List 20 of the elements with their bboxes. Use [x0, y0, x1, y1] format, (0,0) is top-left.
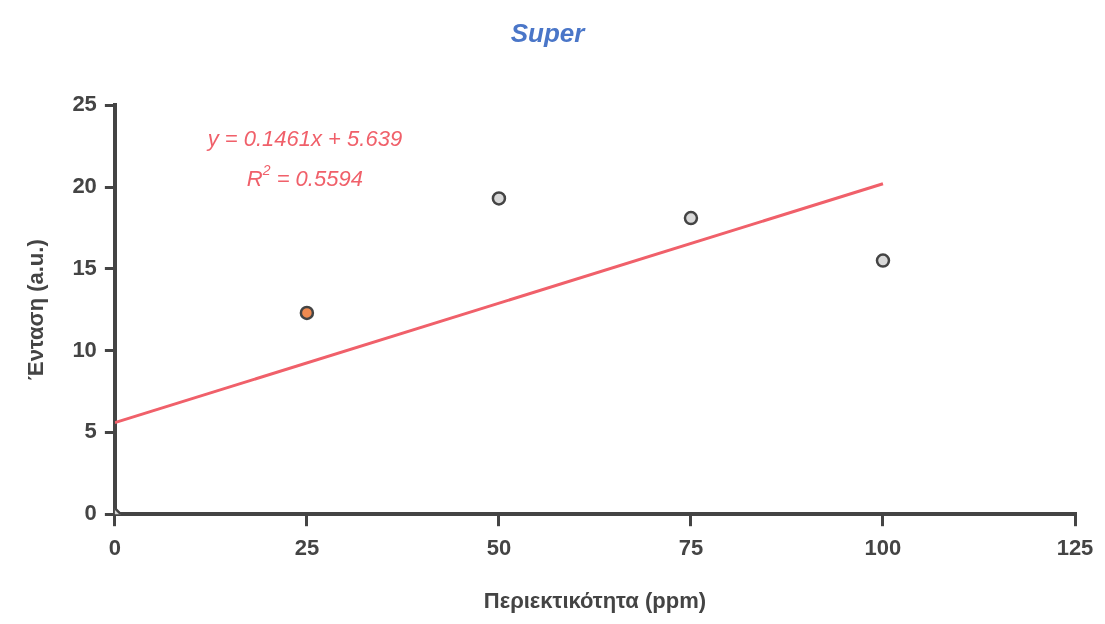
point	[491, 191, 507, 206]
y-tick-label: 20	[72, 173, 97, 199]
x-tick-label: 25	[294, 535, 320, 561]
x-tick-label: 125	[1056, 535, 1094, 561]
x-tick-label: 0	[108, 535, 121, 561]
y-tick-label: 10	[72, 336, 97, 362]
y-tick-label: 25	[72, 91, 97, 117]
y-tick-label: 0	[84, 500, 97, 526]
annotation: y = 0.1461x + 5.639	[205, 126, 403, 152]
y-tick-label: 15	[72, 254, 97, 280]
point	[683, 210, 699, 226]
point	[875, 253, 891, 268]
y-tick-label: 5	[84, 418, 97, 444]
chart-title: Super	[510, 17, 587, 48]
x-tick-label: 100	[864, 535, 902, 561]
x-tick-label: 75	[678, 535, 704, 561]
x-axis-title: Περιεκτικότητα (ppm)	[483, 587, 707, 613]
x-tick-label: 50	[486, 535, 512, 561]
point	[299, 305, 315, 321]
y-axis-title: Ένταση (a.u.)	[23, 239, 49, 381]
